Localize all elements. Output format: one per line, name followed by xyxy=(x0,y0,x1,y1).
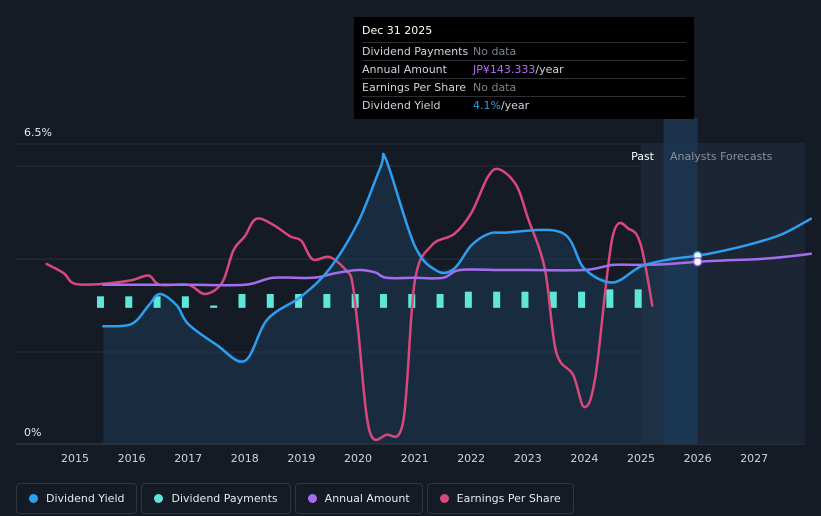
y-axis-bottom-label: 0% xyxy=(24,426,41,439)
series-line-dividend-yield xyxy=(102,152,813,363)
tooltip-value: No data xyxy=(473,45,517,58)
dividend-payment-bar xyxy=(549,291,557,308)
tooltip-label: Dividend Yield xyxy=(362,99,441,112)
dividend-payment-bar xyxy=(153,296,161,308)
dividend-payment-bar xyxy=(436,294,444,308)
legend-label: Annual Amount xyxy=(324,492,410,505)
dividend-payment-bar xyxy=(96,296,104,308)
x-tick-label: 2019 xyxy=(287,452,315,465)
dividend-payment-bar xyxy=(379,294,387,308)
x-tick-label: 2027 xyxy=(740,452,768,465)
legend-label: Dividend Payments xyxy=(171,492,278,505)
x-tick-label: 2022 xyxy=(457,452,485,465)
y-axis-top-label: 6.5% xyxy=(24,126,52,139)
tooltip-unit: /year xyxy=(500,99,530,112)
tooltip-value: JP¥143.333 xyxy=(473,63,536,76)
tooltip-label: Annual Amount xyxy=(362,63,447,76)
tooltip-value: 4.1% xyxy=(473,99,501,112)
cursor-marker xyxy=(692,256,703,267)
forecast-label: Analysts Forecasts xyxy=(670,150,773,163)
dividend-payment-bar xyxy=(521,291,529,308)
tooltip-date: Dec 31 2025 xyxy=(362,24,433,37)
x-tick-label: 2021 xyxy=(401,452,429,465)
dividend-payment-bar xyxy=(210,305,218,308)
legend-dot-icon xyxy=(154,494,164,503)
x-axis-ticks: 2015 2016 2017 2018 2019 2020 2021 2022 2023 2024… xyxy=(61,452,768,465)
legend-dividend-payments[interactable]: Dividend Payments xyxy=(141,483,291,514)
legend-label: Dividend Yield xyxy=(46,492,125,505)
dividend-payment-bar xyxy=(578,291,586,308)
cursor-markers xyxy=(692,250,703,267)
x-tick-label: 2016 xyxy=(118,452,146,465)
x-tick-label: 2018 xyxy=(231,452,259,465)
x-tick-label: 2023 xyxy=(514,452,542,465)
legend-annual-amount[interactable]: Annual Amount xyxy=(294,483,423,514)
legend-dot-icon xyxy=(29,494,38,503)
dividend-payment-bar xyxy=(634,289,642,308)
dividend-payment-bar xyxy=(493,291,501,308)
tooltip-label: Earnings Per Share xyxy=(362,81,467,94)
tooltip-row-dividend-yield: Dividend Yield 4.1% /year xyxy=(362,96,686,114)
x-tick-label: 2024 xyxy=(570,452,598,465)
x-tick-label: 2026 xyxy=(684,452,712,465)
dividend-payment-bar xyxy=(295,294,303,308)
x-tick-label: 2017 xyxy=(174,452,202,465)
legend-dividend-yield[interactable]: Dividend Yield xyxy=(16,483,138,514)
tooltip-label: Dividend Payments xyxy=(362,45,469,58)
dividend-payment-bar xyxy=(125,296,133,308)
yield-area xyxy=(103,160,698,444)
x-tick-label: 2020 xyxy=(344,452,372,465)
tooltip-row-dividend-payments: Dividend Payments No data xyxy=(362,42,686,60)
tooltip: Dec 31 2025 Dividend Payments No data An… xyxy=(354,17,694,119)
tooltip-row-annual-amount: Annual Amount JP¥143.333 /year xyxy=(362,60,686,78)
tooltip-value: No data xyxy=(473,81,517,94)
dividend-payment-bar xyxy=(464,291,472,308)
x-tick-label: 2025 xyxy=(627,452,655,465)
dividend-payment-bars xyxy=(96,289,642,308)
tooltip-row-earnings-per-share: Earnings Per Share No data xyxy=(362,78,686,96)
dividend-payment-bar xyxy=(323,294,331,308)
legend: Dividend Yield Dividend Payments Annual … xyxy=(16,483,574,514)
dividend-payment-bar xyxy=(606,289,614,308)
dividend-payment-bar xyxy=(181,296,189,308)
legend-earnings-per-share[interactable]: Earnings Per Share xyxy=(426,483,574,514)
legend-dot-icon xyxy=(307,494,317,503)
legend-dot-icon xyxy=(439,494,449,503)
dividend-payment-bar xyxy=(266,294,274,308)
x-tick-label: 2015 xyxy=(61,452,89,465)
dividend-payment-bar xyxy=(238,294,246,308)
tooltip-unit: /year xyxy=(535,63,564,76)
legend-label: Earnings Per Share xyxy=(456,492,561,505)
dividend-yield-area xyxy=(103,160,698,444)
past-label: Past xyxy=(631,150,655,163)
